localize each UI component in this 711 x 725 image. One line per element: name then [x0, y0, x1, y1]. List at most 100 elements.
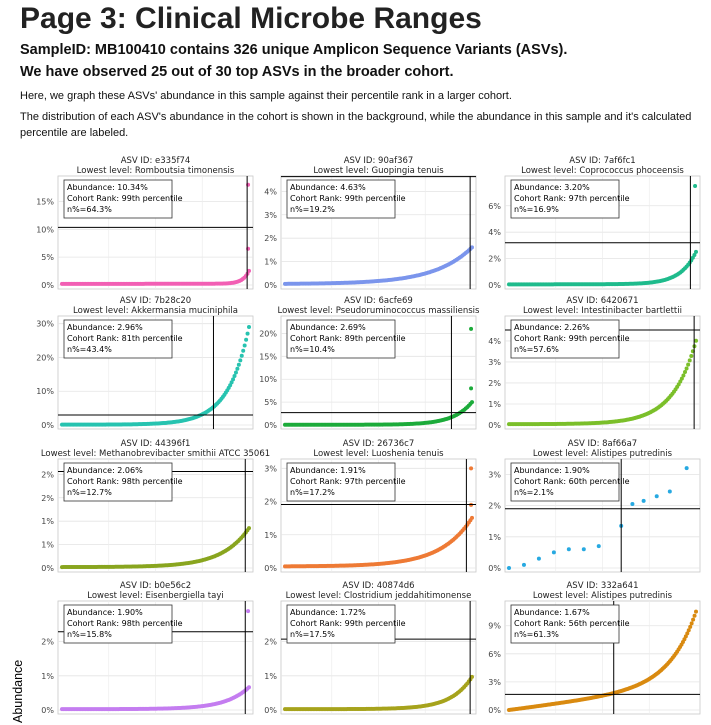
data-point: [551, 550, 556, 555]
y-tick-label: 9%: [488, 622, 501, 631]
y-tick-label: 2%: [264, 638, 277, 647]
data-point: [238, 358, 243, 363]
asv-panel: ASV ID: 0acb555: [343, 0, 414, 3]
data-points: [505, 316, 700, 429]
data-point: [229, 380, 234, 385]
data-points: [58, 459, 253, 572]
y-tick-label: 0%: [488, 421, 501, 430]
asv-id-label: ASV ID: b0e56c2: [120, 581, 191, 591]
data-point: [693, 183, 698, 188]
n-percent-label: n%=10.4%: [290, 345, 335, 354]
data-point: [679, 376, 684, 381]
lowest-level-label: Lowest level: Luoshenia tenuis: [313, 449, 444, 459]
annotation-box: [510, 462, 620, 502]
y-tick-label: 3%: [488, 358, 501, 367]
y-tick-label: 2%: [264, 498, 277, 507]
n-percent-label: n%=12.7%: [67, 488, 112, 497]
lowest-level-label: Lowest level: Coprococcus phoceensis: [521, 166, 684, 176]
data-point: [683, 370, 687, 375]
data-point: [233, 370, 238, 375]
y-tick-label: 0%: [41, 706, 54, 715]
data-point: [507, 566, 511, 570]
lowest-level-label: Lowest level: Pseudoruminococcus massili…: [278, 306, 481, 316]
data-point: [470, 245, 474, 250]
annotation-box: [510, 319, 620, 359]
data-points: [281, 459, 476, 572]
cohort-rank-label: Cohort Rank: 89th percentile: [290, 334, 406, 343]
annotation-box: [286, 319, 396, 359]
y-tick-label: 1%: [488, 533, 501, 542]
data-point: [247, 325, 251, 330]
data-point: [242, 343, 247, 348]
y-tick-label: 0%: [264, 706, 277, 715]
annotation-box: [510, 179, 620, 219]
y-tick-label: 0%: [264, 421, 277, 430]
data-point: [596, 544, 601, 549]
data-points: [281, 601, 476, 714]
annotation-box: [63, 604, 173, 644]
y-tick-label: 20%: [36, 353, 54, 362]
y-tick-label: 1%: [264, 531, 277, 540]
annotation-box: [63, 179, 173, 219]
asv-id-label: ASV ID: 0acb555: [343, 0, 414, 3]
y-tick-label: 6%: [488, 202, 501, 211]
n-percent-label: n%=16.9%: [514, 205, 559, 214]
n-percent-label: n%=15.8%: [67, 630, 112, 639]
n-percent-label: n%=17.2%: [290, 488, 335, 497]
data-point: [470, 400, 474, 405]
cohort-summary: We have observed 25 out of 30 top ASVs i…: [20, 64, 454, 80]
lowest-level-label: Lowest level: Romboutsia timonensis: [77, 166, 235, 176]
intro-paragraph: Here, we graph these ASVs' abundance in …: [20, 90, 512, 102]
y-tick-label: 0%: [41, 421, 54, 430]
distribution-paragraph: The distribution of each ASV's abundance…: [20, 111, 692, 139]
data-points: [58, 176, 253, 289]
data-point: [667, 489, 672, 494]
n-percent-label: n%=61.3%: [514, 630, 559, 639]
y-tick-label: 0%: [488, 706, 501, 715]
data-point: [469, 386, 474, 391]
y-tick-label: 2%: [488, 379, 501, 388]
data-points: [281, 316, 476, 429]
data-point: [685, 631, 690, 636]
asv-id-label: ASV ID: 332a641: [566, 581, 638, 591]
data-points: [58, 316, 253, 429]
abundance-label: Abundance: 2.96%: [67, 323, 143, 332]
y-tick-label: 0%: [264, 281, 277, 290]
data-points: [281, 176, 476, 289]
lowest-level-label: Lowest level: Akkermansia muciniphila: [73, 306, 238, 316]
y-tick-label: 2%: [488, 255, 501, 264]
asv-id-label: ASV ID: 44396f1: [121, 439, 191, 449]
y-tick-label: 5%: [41, 253, 54, 262]
data-point: [232, 374, 237, 379]
y-tick-label: 1%: [41, 517, 54, 526]
abundance-label: Abundance: 4.63%: [290, 183, 366, 192]
data-point: [469, 466, 474, 471]
abundance-label: Abundance: 1.90%: [514, 466, 590, 475]
lowest-level-label: Lowest level: Alistipes putredinis: [533, 591, 673, 601]
y-tick-label: 10%: [259, 375, 277, 384]
annotation-box: [286, 604, 396, 644]
data-point: [245, 331, 250, 336]
y-tick-label: 6%: [488, 650, 501, 659]
asv-id-label: ASV ID: 7b28c20: [120, 296, 191, 306]
data-points: [505, 601, 700, 714]
y-tick-label: 1%: [488, 400, 501, 409]
data-point: [247, 268, 251, 273]
data-point: [692, 252, 697, 257]
asv-id-label: ASV ID: 26736c7: [343, 439, 414, 449]
asv-id-label: ASV ID: 6420671: [566, 296, 638, 306]
data-point: [581, 547, 586, 552]
data-point: [684, 366, 689, 371]
cohort-rank-label: Cohort Rank: 56th percentile: [514, 619, 630, 628]
y-tick-label: 15%: [36, 197, 54, 206]
asv-id-label: ASV ID: 40874d6: [342, 581, 414, 591]
lowest-level-label: Lowest level: Methanobrevibacter smithii…: [41, 449, 270, 459]
abundance-label: Abundance: 1.90%: [67, 608, 143, 617]
lowest-level-label: Lowest level: Intestinibacter bartlettii: [523, 306, 682, 316]
data-point: [246, 609, 251, 614]
